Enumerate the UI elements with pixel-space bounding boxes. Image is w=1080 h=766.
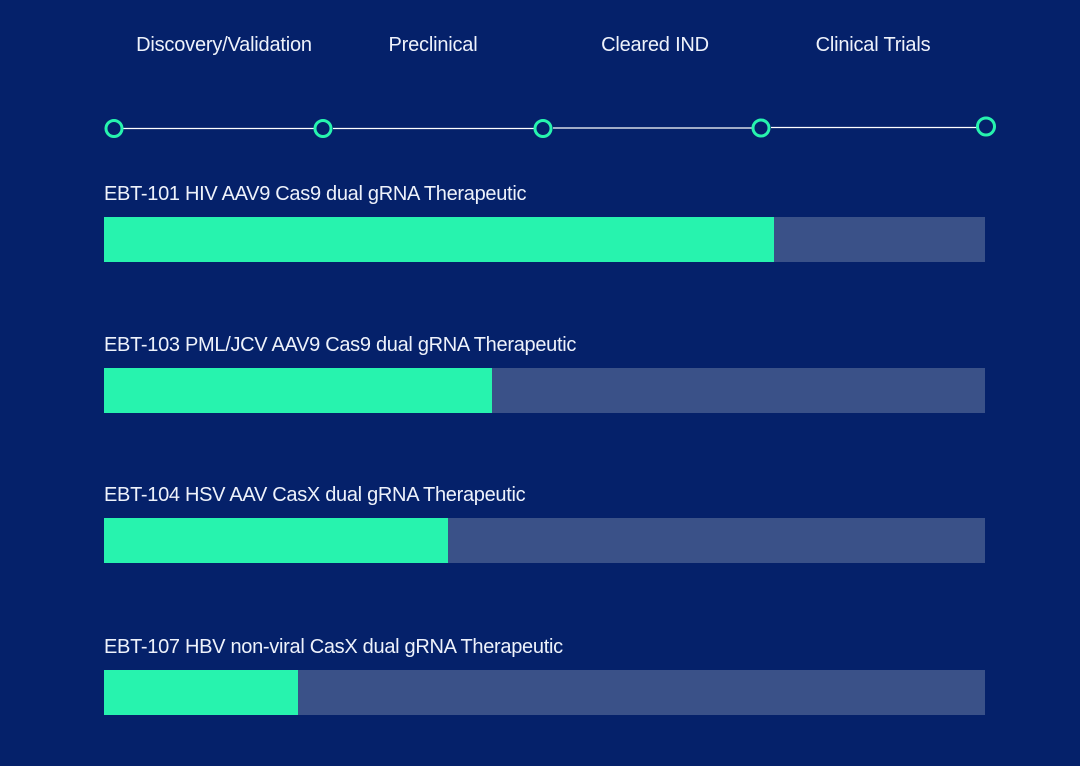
stage-label-cleared-ind: Cleared IND <box>601 34 709 56</box>
progress-track <box>104 217 985 262</box>
progress-track <box>104 518 985 563</box>
program-name: EBT-103 PML/JCV AAV9 Cas9 dual gRNA Ther… <box>104 334 577 356</box>
stage-label-clinical-trials: Clinical Trials <box>815 34 931 56</box>
program-name: EBT-104 HSV AAV CasX dual gRNA Therapeut… <box>104 484 526 506</box>
program-name: EBT-101 HIV AAV9 Cas9 dual gRNA Therapeu… <box>104 183 527 205</box>
milestone-circle-icon <box>976 116 996 137</box>
progress-fill <box>104 217 774 262</box>
progress-fill <box>104 518 448 563</box>
milestone-circle-icon <box>533 119 553 138</box>
progress-fill <box>104 670 298 715</box>
stage-label-preclinical: Preclinical <box>388 34 478 56</box>
progress-track <box>104 670 985 715</box>
stage-label-discovery: Discovery/Validation <box>136 34 312 56</box>
progress-track <box>104 368 985 413</box>
program-name: EBT-107 HBV non-viral CasX dual gRNA The… <box>104 636 563 658</box>
milestone-circle-icon <box>313 119 333 138</box>
milestone-circle-icon <box>104 119 124 138</box>
stage-timeline <box>104 116 996 138</box>
milestone-circle-icon <box>751 118 771 138</box>
progress-fill <box>104 368 492 413</box>
